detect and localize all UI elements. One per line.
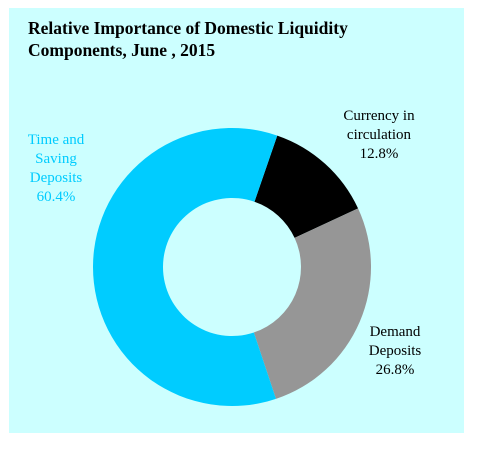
slice-label-time-saving-line-3: Deposits <box>29 170 83 186</box>
donut-slice-time-saving <box>93 128 278 406</box>
slice-label-time-saving-value: 60.4% <box>36 189 76 205</box>
donut-slice-demand <box>253 208 371 399</box>
slice-label-time-saving-line-2: Saving <box>35 151 77 167</box>
chart-title-line-2: Components, June , 2015 <box>28 40 216 60</box>
chart-title-line-1: Relative Importance of Domestic Liquidit… <box>28 18 348 38</box>
chart-title: Relative Importance of Domestic Liquidit… <box>28 17 448 61</box>
slice-label-time-saving-line-1: Time and <box>27 132 85 148</box>
slice-label-demand: Demand Deposits 26.8% <box>350 323 440 380</box>
slice-label-currency-line-2: circulation <box>346 127 412 143</box>
slice-label-demand-line-1: Demand <box>369 324 421 340</box>
donut-slice-currency <box>254 135 359 238</box>
slice-label-currency: Currency in circulation 12.8% <box>316 107 442 164</box>
slice-label-currency-line-1: Currency in <box>343 108 415 124</box>
slice-label-demand-value: 26.8% <box>375 362 415 378</box>
slice-label-demand-line-2: Deposits <box>368 343 422 359</box>
slice-label-time-saving: Time and Saving Deposits 60.4% <box>10 131 102 207</box>
slice-label-currency-value: 12.8% <box>359 146 399 162</box>
